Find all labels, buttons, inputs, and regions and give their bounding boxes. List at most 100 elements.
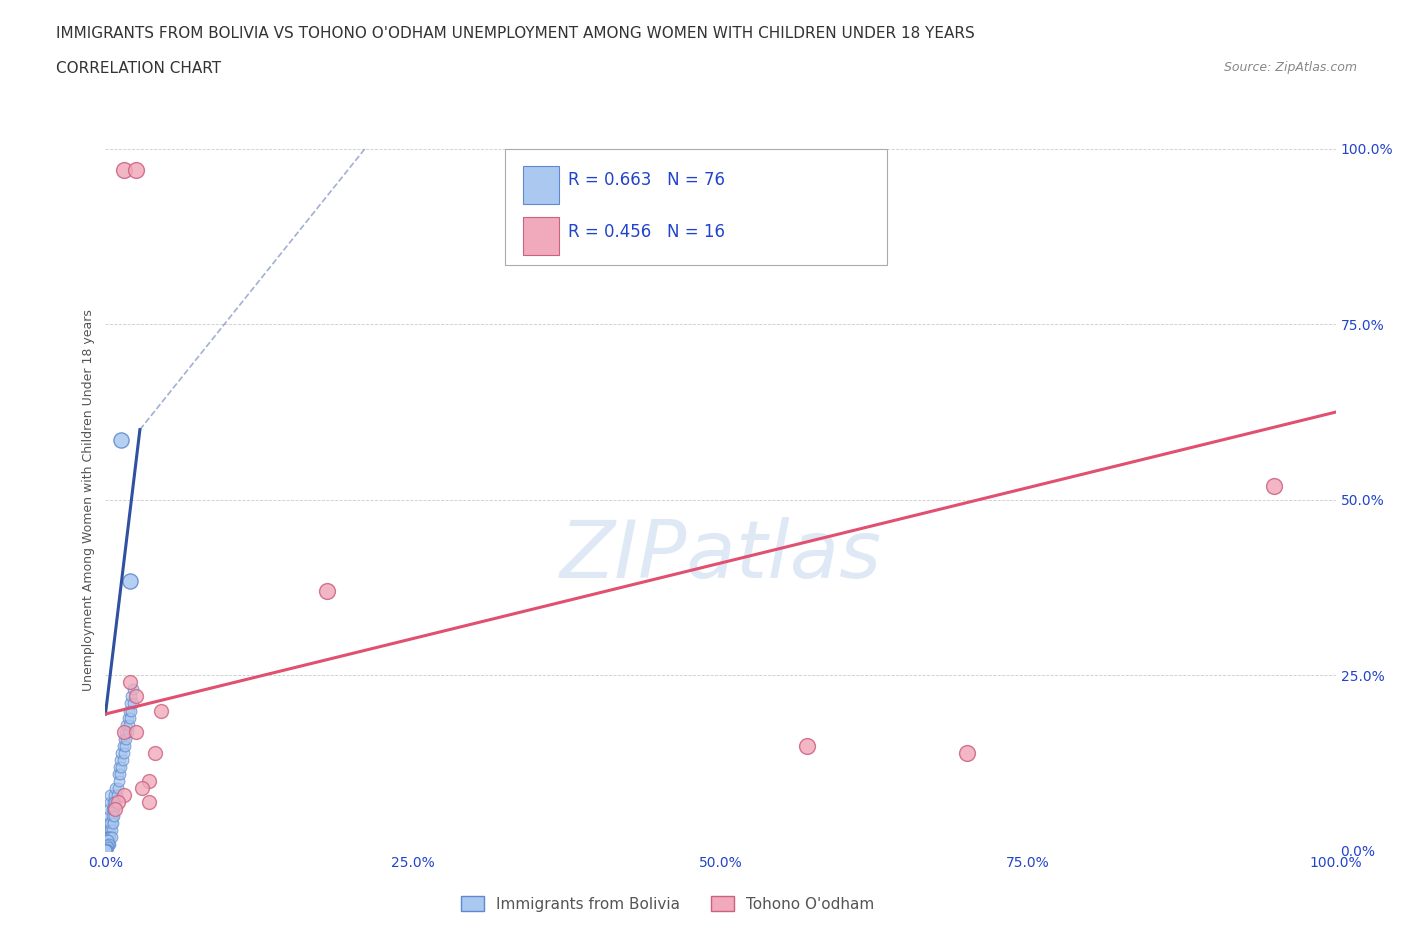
Point [100,802,122,817]
FancyBboxPatch shape [523,166,560,204]
Point [96,830,118,844]
Point [131,780,153,795]
Text: ZIPatlas: ZIPatlas [560,517,882,595]
Point [315,584,337,599]
Point [97,836,120,851]
Point [96,838,118,853]
Point [103,788,125,803]
Point [100,830,122,844]
Point [112,745,135,760]
Legend: Immigrants from Bolivia, Tohono O'odham: Immigrants from Bolivia, Tohono O'odham [456,889,880,918]
Point [101,802,124,817]
Text: Source: ZipAtlas.com: Source: ZipAtlas.com [1223,61,1357,74]
Point [98,822,121,837]
Point [100,816,122,830]
Point [110,745,132,760]
Point [100,822,122,837]
Point [107,780,129,795]
Point [114,724,136,739]
Point [120,675,141,690]
Point [117,711,139,725]
Point [115,731,138,746]
Point [149,703,172,718]
Point [101,808,124,823]
Point [96,830,118,844]
Point [111,752,134,767]
Point [143,745,166,760]
Point [125,724,148,739]
Point [121,696,143,711]
Point [98,830,121,844]
Y-axis label: Unemployment Among Women with Children Under 18 years: Unemployment Among Women with Children U… [82,309,96,691]
Point [108,774,131,789]
Point [138,794,160,809]
Text: R = 0.456   N = 16: R = 0.456 N = 16 [568,222,725,241]
Point [98,802,121,817]
Point [98,816,122,830]
Point [98,836,121,851]
Point [104,802,127,817]
Point [120,696,141,711]
Point [101,816,124,830]
Point [138,774,160,789]
Point [115,717,138,732]
Point [118,703,141,718]
Point [97,836,120,851]
Point [125,689,148,704]
Point [98,830,121,844]
Point [94,843,117,857]
Point [97,840,120,855]
Point [94,842,117,857]
Point [112,163,135,178]
Point [97,822,120,837]
Text: CORRELATION CHART: CORRELATION CHART [56,61,221,76]
Point [110,752,132,767]
Point [118,717,141,732]
Point [1263,478,1285,493]
Point [98,836,121,851]
Point [110,759,132,774]
Point [107,794,129,809]
Point [110,432,132,447]
Point [101,794,124,809]
Point [96,836,118,851]
Point [105,788,128,803]
Point [104,780,127,795]
Point [103,794,125,809]
Text: R = 0.663   N = 76: R = 0.663 N = 76 [568,171,725,190]
Point [120,573,141,588]
FancyBboxPatch shape [505,149,887,265]
Point [96,833,118,848]
Point [103,808,125,823]
Text: IMMIGRANTS FROM BOLIVIA VS TOHONO O'ODHAM UNEMPLOYMENT AMONG WOMEN WITH CHILDREN: IMMIGRANTS FROM BOLIVIA VS TOHONO O'ODHA… [56,26,974,41]
Point [98,822,122,837]
Point [98,788,122,803]
Point [100,808,122,823]
Point [98,794,122,809]
Point [120,703,142,718]
Point [98,830,122,844]
FancyBboxPatch shape [523,217,560,255]
Point [97,830,120,844]
Point [96,822,118,837]
Point [96,842,118,857]
Point [956,745,979,760]
Point [98,836,122,851]
Point [110,766,132,781]
Point [114,738,136,753]
Point [112,724,135,739]
Point [796,738,818,753]
Point [97,830,120,844]
Point [103,802,125,817]
Point [107,766,129,781]
Point [120,711,141,725]
Point [112,731,135,746]
Point [111,738,134,753]
Point [97,833,120,848]
Point [96,842,118,857]
Point [125,163,148,178]
Point [112,788,135,803]
Point [96,840,118,855]
Point [96,836,118,851]
Point [120,689,142,704]
